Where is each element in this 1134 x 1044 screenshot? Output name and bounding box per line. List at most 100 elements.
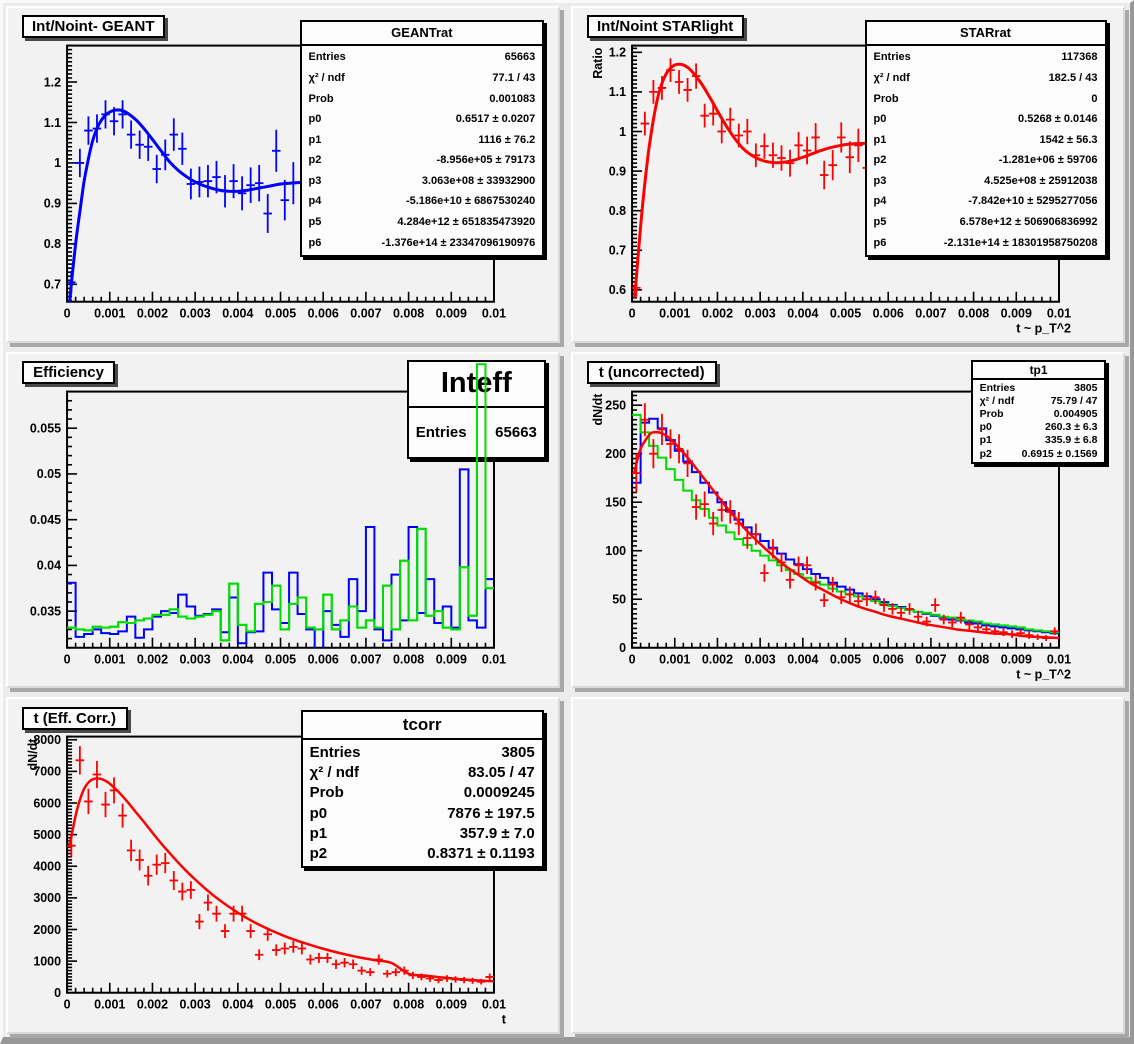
stat-value: 0: [1091, 92, 1098, 105]
stat-row: p6 -1.376e+14 ± 23347096190976: [302, 236, 543, 249]
pad-title-int-noint-starlight: Int/Noint STARlight: [586, 15, 744, 39]
x-axis-title-t-uncorrected: t ~ p_T^2: [1016, 667, 1071, 681]
x-tick-label: 0.002: [702, 307, 733, 321]
stat-label: p3: [308, 174, 322, 187]
stat-label: p0: [308, 113, 322, 126]
t-uncorrected-blue-hist: [632, 417, 1059, 634]
stat-label: p1: [979, 434, 992, 447]
x-tick-label: 0.002: [702, 652, 733, 666]
y-tick-label: 0.8: [44, 237, 61, 251]
y-tick-label: 1000: [33, 955, 61, 969]
x-tick-label: 0.005: [830, 307, 861, 321]
stat-label: p6: [873, 236, 887, 249]
y-tick-label: 1.2: [44, 75, 61, 89]
stats-title: tcorr: [302, 712, 542, 740]
x-tick-label: 0.006: [873, 307, 904, 321]
x-tick-label: 0.003: [745, 307, 776, 321]
stat-value: 0.8371 ± 0.1193: [427, 845, 535, 863]
stats-box-inteff: Inteff Entries 65663: [406, 359, 546, 460]
stat-value: 1116 ± 76.2: [478, 133, 536, 146]
stat-value: 0.6915 ± 0.1569: [1021, 447, 1098, 460]
x-tick-label: 0.003: [180, 652, 211, 666]
stat-label: Prob: [309, 784, 344, 802]
x-tick-label: 0.007: [350, 652, 381, 666]
stats-box-tp1: tp1 Entries 3805 χ² / ndf 75.79 / 47 Prob 0.00…: [970, 359, 1107, 465]
stat-row: p6 -2.131e+14 ± 18301958750208: [867, 236, 1105, 249]
x-tick-label: 0.009: [436, 998, 467, 1012]
stat-value: 6.578e+12 ± 506906836992: [959, 216, 1098, 229]
x-tick-label: 0.003: [745, 652, 776, 666]
t-eff-corr-fit: [67, 777, 494, 983]
stat-value: 3.063e+08 ± 33932900: [421, 174, 536, 187]
y-tick-label: 0.035: [30, 604, 61, 618]
x-tick-label: 0: [64, 652, 71, 666]
x-tick-label: 0.005: [265, 307, 296, 321]
starlight-ratio-fit: [633, 62, 880, 298]
y-tick-label: 0.9: [609, 164, 626, 178]
x-tick-label: 0.002: [137, 307, 168, 321]
stat-value: 65663: [495, 424, 537, 442]
stat-value: 357.9 ± 7.0: [459, 824, 535, 842]
x-tick-label: 0.001: [94, 652, 125, 666]
t-eff-corr-data: [67, 746, 494, 985]
stat-value: -1.281e+06 ± 59706: [998, 154, 1098, 167]
stat-value: 0.0009245: [463, 784, 535, 802]
y-tick-label: 6000: [33, 797, 61, 811]
x-tick-label: 0.008: [393, 307, 424, 321]
x-tick-label: 0.004: [222, 307, 253, 321]
stat-row: Entries 65663: [302, 52, 543, 63]
pad-efficiency: 0 0.001 0.002 0.003 0.004 0.005 0.006 0.007 0.00…: [6, 351, 560, 689]
x-tick-label: 0.01: [1047, 652, 1071, 666]
axis-ticks-starlight-ratio: [631, 47, 1060, 303]
x-tick-label: 0.004: [787, 652, 818, 666]
x-tick-label: 0.009: [436, 307, 467, 321]
y-axis-title-starlight-ratio: Ratio: [591, 47, 605, 79]
y-tick-label: 0.045: [30, 513, 61, 527]
t-uncorrected-fit: [632, 430, 1059, 639]
stat-label: χ² / ndf: [979, 395, 1015, 408]
y-tick-label: 1.1: [609, 85, 626, 99]
stat-row: Entries 117368: [867, 52, 1105, 63]
pad-empty: [571, 697, 1125, 1034]
y-tick-label: 0.7: [609, 244, 626, 258]
geant-ratio-fit: [68, 108, 315, 302]
y-tick-label: 0.055: [30, 421, 61, 435]
stats-rows: Entries 3805 χ² / ndf 83.05 / 47 Prob 0.00092…: [303, 740, 542, 866]
stat-row: Entries 3805: [303, 745, 542, 760]
stat-label: p4: [308, 195, 322, 208]
x-tick-label: 0.01: [1047, 307, 1071, 321]
stat-value: -5.186e+10 ± 6867530240: [405, 195, 536, 208]
stat-label: Entries: [979, 381, 1016, 394]
stat-value: 83.05 / 47: [467, 763, 535, 781]
stats-box-starrat: STARrat Entries 117368 χ² / ndf 182.5 / 43 Pr…: [864, 19, 1107, 258]
stat-row: p0 7876 ± 197.5: [303, 806, 542, 821]
stat-row: p0 0.5268 ± 0.0146: [867, 114, 1105, 125]
x-tick-label: 0: [64, 998, 71, 1012]
stat-label: p6: [308, 236, 322, 249]
stat-label: p5: [308, 216, 322, 229]
stat-row: p0 0.6517 ± 0.0207: [302, 114, 543, 125]
x-tick-label: 0.001: [94, 307, 125, 321]
stat-row: Prob 0: [867, 92, 1105, 105]
y-tick-label: 1: [54, 156, 61, 170]
stat-value: 0.5268 ± 0.0146: [1018, 113, 1098, 126]
pad-title-efficiency: Efficiency: [21, 360, 116, 384]
stats-box-tcorr: tcorr Entries 3805 χ² / ndf 83.05 / 47 Prob 0.…: [300, 709, 544, 868]
stat-value: 335.9 ± 6.8: [1045, 434, 1098, 447]
stats-rows: Entries 3805 χ² / ndf 75.79 / 47 Prob 0.00490…: [973, 380, 1105, 463]
stat-row: p2 0.6915 ± 0.1569: [973, 449, 1105, 460]
stat-value: 1542 ± 56.3: [1039, 133, 1098, 146]
stat-label: p1: [873, 133, 887, 146]
stats-title: STARrat: [866, 22, 1105, 46]
stat-row: p0 260.3 ± 6.3: [973, 422, 1105, 433]
y-tick-label: 8000: [33, 733, 61, 747]
stat-value: 65663: [504, 51, 536, 64]
stat-row: p5 6.578e+12 ± 506906836992: [867, 217, 1105, 228]
stat-value: 0.6517 ± 0.0207: [455, 113, 536, 126]
stats-title: Inteff: [408, 362, 544, 408]
y-tick-label: 0.8: [609, 204, 626, 218]
x-tick-label: 0.009: [436, 652, 467, 666]
x-tick-label: 0.005: [265, 652, 296, 666]
stats-rows: Entries 65663 χ² / ndf 77.1 / 43 Prob 0.00108…: [302, 46, 543, 256]
